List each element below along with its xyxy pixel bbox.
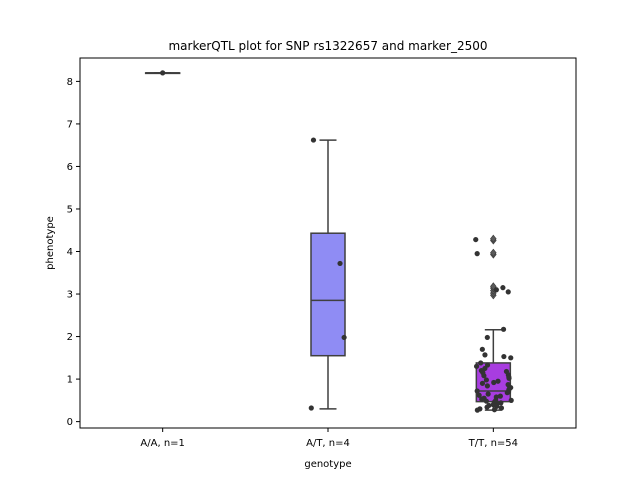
outlier-marker <box>490 234 497 243</box>
chart-title: markerQTL plot for SNP rs1322657 and mar… <box>168 39 487 53</box>
data-point <box>481 373 487 379</box>
data-point <box>491 407 498 413</box>
box-body <box>310 232 346 357</box>
data-point <box>504 390 510 396</box>
data-point <box>479 346 485 352</box>
y-tick-label: 5 <box>67 204 73 215</box>
data-point <box>485 391 491 397</box>
data-point <box>337 260 343 267</box>
data-point <box>473 236 479 243</box>
data-point <box>483 377 489 383</box>
data-point <box>500 285 506 291</box>
data-point <box>495 378 501 384</box>
x-axis-label: genotype <box>304 459 351 470</box>
data-point <box>493 397 499 403</box>
y-tick-label: 1 <box>67 375 73 386</box>
y-tick-label: 8 <box>67 77 73 88</box>
data-point <box>501 353 507 360</box>
y-tick-label: 0 <box>67 417 73 428</box>
data-point <box>508 397 514 403</box>
x-tick-label: A/T, n=4 <box>306 438 350 449</box>
data-point <box>341 334 347 341</box>
data-point <box>310 137 317 143</box>
data-point <box>497 393 503 399</box>
x-tick-label: A/A, n=1 <box>140 438 185 449</box>
outlier-marker <box>490 248 497 257</box>
data-point <box>483 398 489 404</box>
data-point <box>473 363 480 369</box>
data-point <box>474 251 480 257</box>
data-point <box>484 404 490 410</box>
plot-area <box>144 70 514 413</box>
data-point <box>484 383 490 389</box>
data-point <box>478 360 484 366</box>
x-tick-label: T/T, n=54 <box>468 438 518 449</box>
data-point <box>482 352 488 358</box>
data-point <box>498 405 505 411</box>
data-point <box>474 407 480 413</box>
data-point <box>506 375 512 381</box>
data-point <box>493 287 499 293</box>
data-point <box>491 379 497 386</box>
y-tick-label: 3 <box>67 290 73 301</box>
data-point <box>160 70 166 76</box>
y-tick-label: 7 <box>67 119 73 130</box>
data-point <box>476 392 482 398</box>
y-tick-label: 4 <box>67 247 73 258</box>
data-point <box>484 334 490 341</box>
data-point <box>474 388 480 394</box>
data-point <box>500 326 507 332</box>
data-point <box>479 396 485 402</box>
data-point <box>505 289 511 295</box>
data-point <box>479 380 486 386</box>
axes: 0 1 2 3 4 5 6 7 8 A/A, n=1 A/T, n=4 T/T, n=54 <box>67 77 518 449</box>
data-point <box>308 405 314 411</box>
data-point <box>508 355 514 361</box>
y-tick-label: 2 <box>67 332 73 343</box>
y-axis-label: phenotype <box>45 216 56 270</box>
y-tick-label: 6 <box>67 162 73 173</box>
